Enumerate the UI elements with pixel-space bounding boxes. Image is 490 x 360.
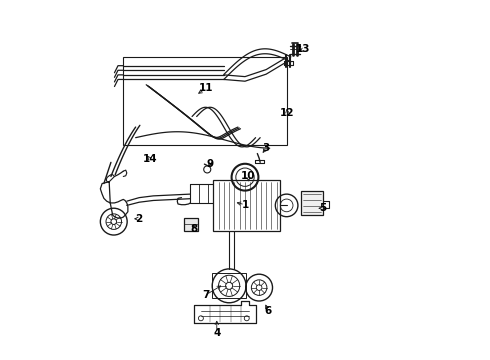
Bar	[184, 218, 198, 231]
Text: 4: 4	[213, 328, 220, 338]
Bar	[212, 274, 246, 298]
Text: 10: 10	[241, 171, 256, 181]
Text: 3: 3	[263, 143, 270, 153]
Text: 13: 13	[296, 45, 311, 54]
Text: 12: 12	[280, 108, 294, 118]
Bar	[213, 180, 280, 231]
Text: 7: 7	[202, 290, 210, 300]
Text: 6: 6	[264, 306, 271, 315]
Text: 14: 14	[143, 154, 157, 164]
Text: 9: 9	[206, 159, 213, 169]
Text: 5: 5	[319, 203, 326, 213]
Text: 2: 2	[136, 214, 143, 224]
Bar	[301, 190, 322, 215]
Text: 8: 8	[190, 224, 197, 234]
Text: 11: 11	[199, 83, 214, 93]
Text: 1: 1	[242, 200, 248, 210]
